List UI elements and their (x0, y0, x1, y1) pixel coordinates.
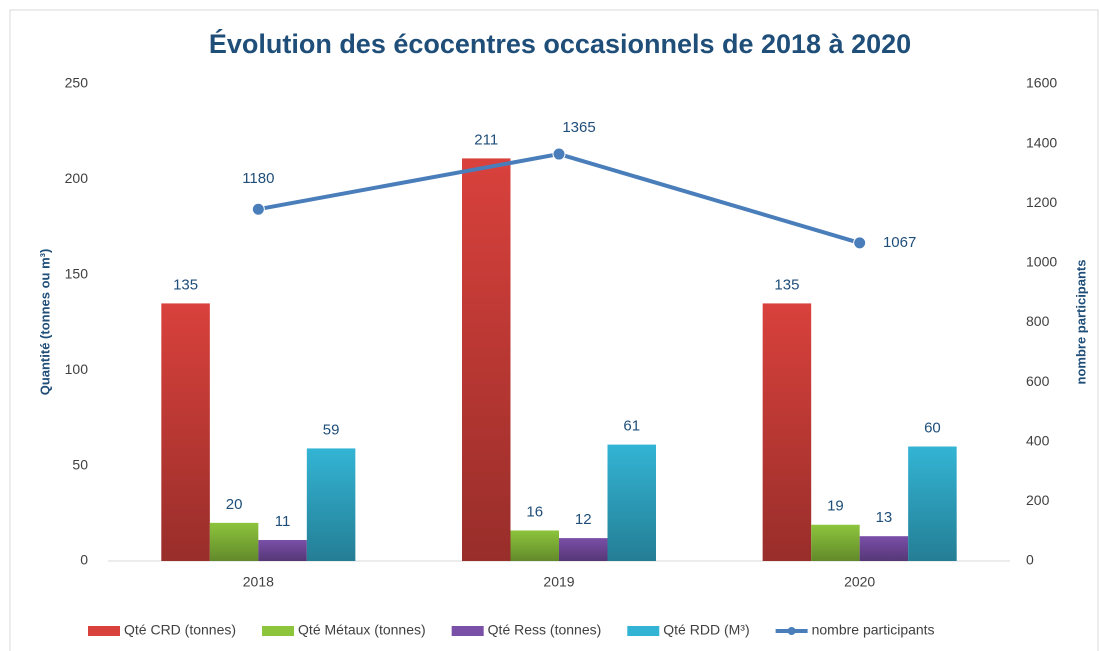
data-label: 135 (774, 276, 799, 293)
data-label: 19 (827, 498, 844, 515)
y2-tick-label: 1200 (1026, 194, 1057, 210)
data-label: 135 (173, 276, 198, 293)
y2-tick-label: 800 (1026, 313, 1050, 329)
bar-shade (510, 530, 559, 561)
bar-shade (762, 303, 812, 561)
y-tick-label: 150 (65, 266, 89, 282)
y-tick-label: 100 (65, 361, 89, 377)
data-label: 1365 (562, 119, 595, 136)
bar-shade (908, 446, 957, 561)
legend-swatch (451, 626, 484, 636)
legend-swatch (262, 626, 295, 636)
y2-tick-label: 200 (1026, 492, 1050, 508)
data-label: 12 (575, 511, 592, 528)
y-tick-label: 50 (72, 456, 88, 472)
line-point (251, 202, 265, 216)
bar-shade (161, 303, 210, 561)
y2-tick-label: 0 (1026, 552, 1034, 568)
data-label: 11 (275, 513, 291, 530)
line-point (853, 236, 867, 250)
data-label: 211 (474, 131, 498, 148)
y-tick-label: 0 (80, 552, 88, 568)
data-label: 1067 (883, 234, 916, 251)
y2-tick-label: 1600 (1026, 75, 1057, 91)
chart-title: Évolution des écocentres occasionnels de… (209, 28, 911, 59)
y-axis-label: Quantité (tonnes ou m³) (37, 249, 52, 396)
bar-shade (306, 448, 356, 561)
data-label: 16 (526, 503, 543, 520)
line-point (552, 147, 566, 161)
data-label: 60 (924, 419, 941, 436)
legend-label: Qté Métaux (tonnes) (298, 622, 426, 638)
y2-tick-label: 1000 (1026, 254, 1057, 270)
y2-tick-label: 400 (1026, 432, 1050, 448)
data-label: 13 (876, 509, 893, 526)
x-tick-label: 2018 (243, 574, 274, 590)
bar-shade (559, 538, 608, 561)
bar-shade (462, 158, 511, 562)
bar-shade (209, 522, 259, 561)
bar-shade (811, 524, 860, 561)
legend-label: nombre participants (812, 622, 935, 638)
y2-tick-label: 600 (1026, 373, 1050, 389)
bar-shade (607, 444, 656, 561)
data-label: 1180 (242, 170, 274, 187)
x-tick-label: 2020 (844, 574, 875, 590)
y2-axis-label: nombre participants (1073, 260, 1088, 385)
legend-label: Qté RDD (M³) (663, 622, 749, 638)
y-tick-label: 250 (65, 75, 89, 91)
legend-swatch (88, 626, 120, 636)
x-tick-label: 2019 (543, 574, 574, 590)
line (257, 152, 861, 245)
y-tick-label: 200 (65, 170, 89, 186)
y2-tick-label: 1400 (1026, 134, 1057, 150)
data-label: 59 (323, 421, 340, 438)
legend-label: Qté CRD (tonnes) (124, 622, 236, 638)
legend-swatch (787, 627, 796, 635)
bar-shade (859, 536, 909, 561)
bar-shade (258, 540, 307, 561)
data-label: 20 (226, 496, 243, 513)
chart-border (9, 9, 1099, 651)
legend-swatch (627, 626, 660, 636)
legend-label: Qté Ress (tonnes) (488, 622, 602, 638)
data-label: 61 (623, 418, 640, 435)
